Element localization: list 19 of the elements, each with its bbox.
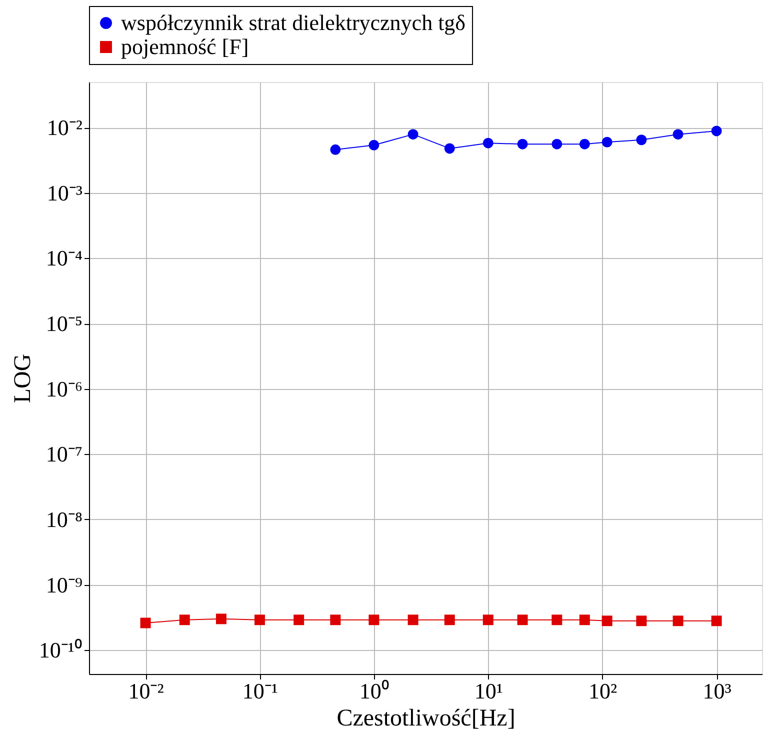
y-tick-label: 10⁻³ xyxy=(46,180,83,206)
x-tick-label: 10⁰ xyxy=(359,678,390,704)
y-tick-label: 10⁻⁶ xyxy=(46,376,82,402)
x-tick-label: 10⁻² xyxy=(128,678,164,704)
legend-label: współczynnik strat dielektrycznych tgδ xyxy=(121,10,466,35)
y-tick-label: 10⁻² xyxy=(46,115,83,140)
y-tick-label: 10⁻¹⁰ xyxy=(38,638,82,663)
x-axis-title: Czestotliwość[Hz] xyxy=(336,706,516,732)
y-axis-title: LOG xyxy=(10,354,36,404)
y-tick-label: 10⁻⁹ xyxy=(46,572,83,598)
x-tick-label: 10¹ xyxy=(474,678,503,704)
y-tick-label: 10⁻⁸ xyxy=(46,506,82,532)
y-tick-label: 10⁻⁷ xyxy=(46,442,82,467)
x-tick-label: 10² xyxy=(588,678,618,704)
legend-label: pojemność [F] xyxy=(121,34,249,59)
x-tick-label: 10³ xyxy=(702,678,732,704)
y-tick-label: 10⁻⁴ xyxy=(46,246,83,271)
x-tick-label: 10⁻¹ xyxy=(242,678,278,704)
y-tick-label: 10⁻⁵ xyxy=(46,311,82,336)
